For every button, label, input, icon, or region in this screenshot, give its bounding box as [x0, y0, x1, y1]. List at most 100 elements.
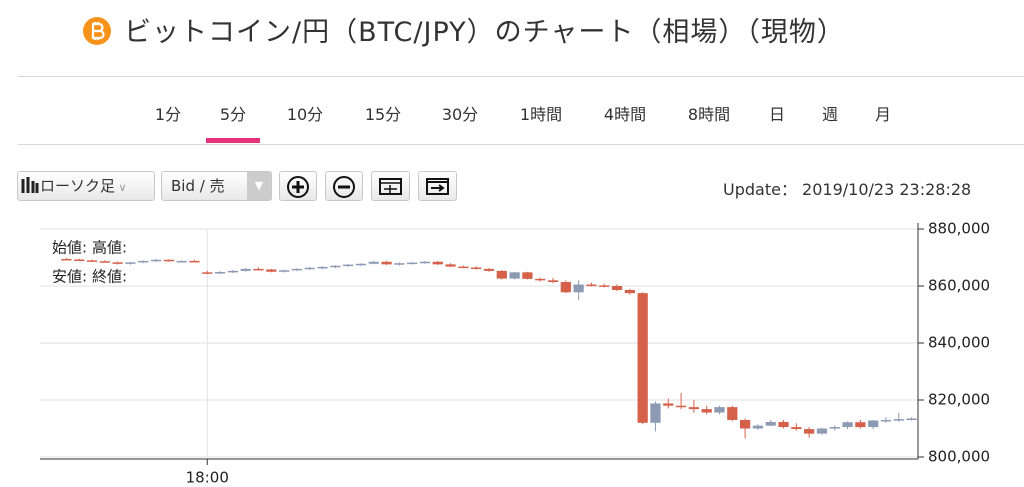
- timeframe-tab[interactable]: 1時間: [519, 105, 563, 124]
- divider: [18, 144, 1024, 145]
- zoom-out-button[interactable]: [325, 171, 363, 201]
- timeframe-tab[interactable]: 4時間: [603, 105, 647, 124]
- timeframe-tab[interactable]: 8時間: [687, 105, 731, 124]
- bitcoin-icon: [83, 17, 111, 45]
- candle-body: [202, 272, 213, 274]
- update-label: Update：: [723, 180, 797, 199]
- candle-body: [189, 260, 200, 263]
- zoom-in-button[interactable]: [279, 171, 317, 201]
- candle-body: [227, 270, 239, 273]
- candle-body: [842, 422, 853, 428]
- page-title: ビットコイン/円（BTC/JPY）のチャート（相場）（現物）: [124, 17, 845, 48]
- zoom-out-icon: [333, 176, 355, 198]
- candle-body: [61, 258, 72, 261]
- candle-body: [701, 409, 712, 413]
- candle-body: [483, 268, 495, 271]
- y-tick-label: 840,000: [928, 334, 990, 352]
- chart-type-label: ローソク足: [40, 177, 116, 195]
- candle-body: [266, 269, 277, 272]
- candle-body: [355, 263, 367, 266]
- candle-icon: [21, 177, 39, 193]
- ohlc-legend-label: 高値:: [92, 239, 127, 257]
- candle-body: [906, 418, 917, 421]
- candle-body: [599, 285, 610, 287]
- candle-body: [765, 421, 776, 426]
- timeframe-tab[interactable]: 5分: [219, 105, 247, 124]
- candle-body: [624, 289, 635, 294]
- candle-body: [394, 263, 405, 265]
- timeframe-tab[interactable]: 30分: [441, 105, 479, 124]
- timeframe-tab[interactable]: 15分: [364, 105, 402, 124]
- candle-body: [419, 261, 431, 264]
- update-time: 2019/10/23 23:28:28: [802, 180, 972, 199]
- ohlc-legend-label: 安値:: [52, 268, 87, 286]
- chart-type-select[interactable]: ローソク足 ∨: [17, 171, 155, 201]
- timeframe-tab[interactable]: 週: [821, 105, 839, 124]
- candle-body: [278, 270, 290, 272]
- price-side-select[interactable]: Bid / 売 ▼: [161, 171, 272, 201]
- y-tick-label: 860,000: [928, 277, 990, 295]
- candle-body: [880, 419, 892, 422]
- zoom-in-icon: [287, 176, 309, 198]
- candle-body: [727, 407, 738, 420]
- candle-body: [112, 262, 123, 264]
- candle-body: [509, 272, 520, 279]
- timeframe-tab[interactable]: 10分: [286, 105, 324, 124]
- timeframe-tab[interactable]: 日: [768, 105, 786, 124]
- candle-body: [304, 267, 315, 270]
- candle-body: [432, 261, 443, 265]
- candle-body: [291, 268, 303, 271]
- candle-body: [868, 420, 879, 428]
- active-tab-indicator: [206, 138, 260, 143]
- candle-body: [125, 262, 136, 264]
- x-tick-label: 18:00: [186, 469, 229, 487]
- candle-body: [804, 429, 815, 434]
- scroll-latest-button[interactable]: [418, 171, 457, 201]
- candle-body: [791, 427, 802, 430]
- candle-body: [714, 407, 725, 413]
- candle-body: [675, 405, 687, 408]
- candle-body: [240, 268, 251, 271]
- candle-body: [99, 261, 110, 263]
- candle-body: [611, 286, 623, 290]
- fit-button[interactable]: [371, 171, 410, 201]
- candle-body: [816, 428, 828, 434]
- candle-body: [663, 403, 674, 406]
- y-tick-label: 800,000: [928, 448, 990, 466]
- candle-body: [458, 266, 469, 269]
- candle-body: [778, 421, 789, 428]
- candle-body: [343, 264, 354, 267]
- scroll-latest-icon: [426, 178, 449, 195]
- candle-body: [317, 266, 328, 269]
- timeframe-tab[interactable]: 1分: [154, 105, 182, 124]
- candle-body: [547, 280, 559, 283]
- candle-body: [176, 260, 187, 263]
- y-tick-label: 880,000: [928, 220, 990, 238]
- candle-body: [650, 403, 661, 423]
- candle-body: [637, 293, 648, 423]
- candle-body: [535, 278, 546, 281]
- candle-body: [74, 259, 85, 261]
- timeframe-tab[interactable]: 月: [874, 105, 892, 124]
- candle-body: [407, 262, 418, 265]
- divider: [18, 76, 1024, 77]
- candle-body: [381, 261, 392, 265]
- candle-body: [214, 272, 226, 274]
- ohlc-legend-label: 始値:: [52, 239, 87, 257]
- candle-body: [893, 419, 904, 421]
- candle-body: [496, 270, 507, 279]
- candle-body: [471, 267, 482, 269]
- candle-body: [150, 259, 162, 262]
- candle-body: [330, 265, 341, 268]
- candle-body: [163, 259, 174, 262]
- ohlc-legend-label: 終値:: [92, 268, 127, 286]
- candle-body: [739, 419, 751, 429]
- candle-body: [560, 282, 571, 293]
- candlestick-chart: 800,000 820,000 840,000 860,000 880,000 18:00…: [40, 220, 990, 487]
- fit-icon: [379, 178, 402, 195]
- candle-body: [138, 260, 149, 263]
- candle-body: [445, 264, 456, 267]
- candle-body: [253, 268, 264, 271]
- candle-body: [688, 407, 700, 410]
